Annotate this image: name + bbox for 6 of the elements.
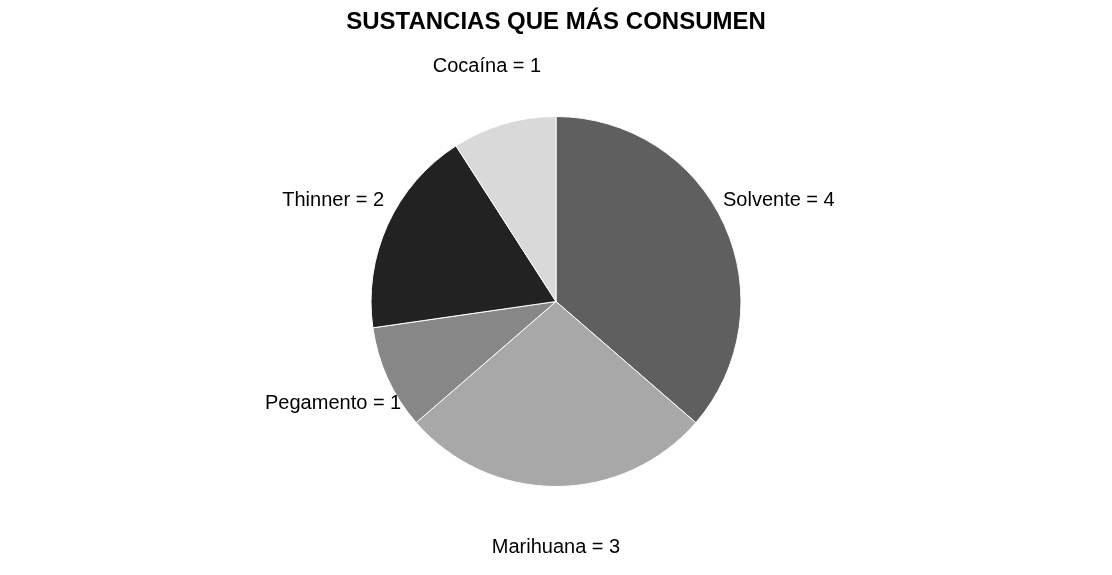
slice-label: Marihuana = 3: [491, 534, 621, 557]
chart-title: SUSTANCIAS QUE MÁS CONSUMEN: [346, 7, 766, 34]
slice-label: Cocaína = 1: [432, 54, 542, 77]
slice-label: Pegamento = 1: [265, 391, 402, 414]
slice-label: Solvente = 4: [722, 187, 835, 210]
slice-label: Thinner = 2: [282, 187, 385, 210]
